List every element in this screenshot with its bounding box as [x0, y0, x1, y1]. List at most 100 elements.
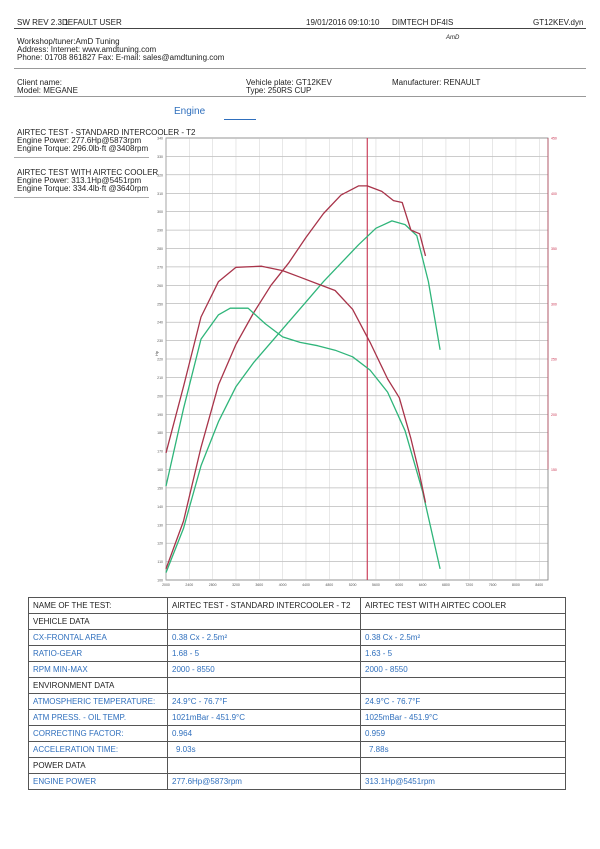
acc-test2: 7.88s	[360, 741, 566, 758]
press-label: ATM PRESS. - OIL TEMP.	[28, 709, 168, 726]
x-tick-label: 7600	[489, 583, 497, 587]
dyno-device: DIMTECH DF4IS	[392, 18, 454, 27]
workshop-rule	[14, 68, 586, 69]
vehicle-model: Model: MEGANE	[17, 86, 78, 95]
press-test1: 1021mBar - 451.9°C	[167, 709, 361, 726]
col-header-test1: AIRTEC TEST - STANDARD INTERCOOLER - T2	[167, 597, 361, 614]
ratio-test1: 1.68 - 5	[167, 645, 361, 662]
y-tick-label: 150	[157, 486, 163, 490]
test1-power: Engine Power: 277.6Hp@5873rpm	[17, 136, 142, 145]
y-tick-label: 210	[157, 376, 163, 380]
y-tick-label: 220	[157, 358, 163, 362]
header-rule	[14, 28, 586, 29]
table-row: CX-FRONTAL AREA 0.38 Cx - 2.5m² 0.38 Cx …	[28, 629, 566, 646]
workshop-address: Address: Internet: www.amdtuning.com	[17, 45, 157, 54]
atm-test1: 24.9°C - 76.7°F	[167, 693, 361, 710]
section-vehicle-row: VEHICLE DATA	[28, 613, 566, 630]
series-line-3	[165, 307, 441, 570]
test2-torque: Engine Torque: 334.4lb·ft @3640rpm	[17, 184, 149, 193]
workshop-contact: Phone: 01708 861827 Fax: E-mail: sales@a…	[17, 53, 225, 62]
press-test2: 1025mBar - 451.9°C	[360, 709, 566, 726]
test1-rule	[14, 157, 149, 158]
engine-power-test1: 277.6Hp@5873rpm	[167, 773, 361, 790]
table-row: ACCELERATION TIME: 9.03s 7.88s	[28, 741, 566, 758]
y2-tick-label: 400	[551, 192, 557, 196]
section-power-row: POWER DATA	[28, 757, 566, 774]
y-tick-label: 170	[157, 450, 163, 454]
x-tick-label: 2800	[209, 583, 217, 587]
tab-engine-underline	[224, 119, 256, 120]
cx-label: CX-FRONTAL AREA	[28, 629, 168, 646]
corr-label: CORRECTING FACTOR:	[28, 725, 168, 742]
acc-test1: 9.03s	[167, 741, 361, 758]
y-tick-label: 260	[157, 284, 163, 288]
y-tick-label: 340	[157, 137, 163, 141]
x-tick-label: 5600	[372, 583, 380, 587]
x-tick-label: 2000	[162, 583, 170, 587]
series-line-2	[165, 185, 427, 570]
tab-engine[interactable]: Engine	[174, 106, 206, 117]
section-vehicle: VEHICLE DATA	[28, 613, 168, 630]
software-version: SW REV 2.3.1	[17, 18, 69, 27]
y-tick-label: 200	[157, 394, 163, 398]
test-data-table: NAME OF THE TEST: AIRTEC TEST - STANDARD…	[28, 597, 566, 790]
vehicle-plate: Vehicle plate: GT12KEV	[246, 78, 332, 87]
dyno-chart: 100 110 120 130 140 150 160 170 180 190 200 210 220 2…	[154, 137, 557, 588]
series-line-4	[165, 265, 427, 503]
x-tick-label: 6400	[419, 583, 427, 587]
table-row: RPM MIN-MAX 2000 - 8550 2000 - 8550	[28, 661, 566, 678]
x-tick-label: 3200	[232, 583, 240, 587]
y-tick-label: 100	[157, 579, 163, 583]
y-tick-label: 290	[157, 229, 163, 233]
y-tick-label: 110	[157, 560, 163, 564]
rpm-label: RPM MIN-MAX	[28, 661, 168, 678]
user-name: DEFAULT USER	[62, 18, 122, 27]
x-tick-label: 4400	[302, 583, 310, 587]
atm-label: ATMOSPHERIC TEMPERATURE:	[28, 693, 168, 710]
corr-test1: 0.964	[167, 725, 361, 742]
engine-power-test2: 313.1Hp@5451rpm	[360, 773, 566, 790]
y-tick-label: 120	[157, 542, 163, 546]
rpm-test2: 2000 - 8550	[360, 661, 566, 678]
x-tick-label: 6800	[442, 583, 450, 587]
y-axis-label: Hp	[154, 350, 159, 356]
section-environment-row: ENVIRONMENT DATA	[28, 677, 566, 694]
y-tick-label: 180	[157, 431, 163, 435]
y2-tick-label: 450	[551, 137, 557, 141]
y-tick-label: 320	[157, 173, 163, 177]
engine-power-label: ENGINE POWER	[28, 773, 168, 790]
file-name: GT12KEV.dyn	[533, 18, 584, 27]
rpm-test1: 2000 - 8550	[167, 661, 361, 678]
section-environment: ENVIRONMENT DATA	[28, 677, 168, 694]
table-row: CORRECTING FACTOR: 0.964 0.959	[28, 725, 566, 742]
workshop-name: Workshop/tuner:AmD Tuning	[17, 37, 120, 46]
test1-title: AIRTEC TEST - STANDARD INTERCOOLER - T2	[17, 128, 196, 137]
y2-tick-label: 300	[551, 302, 557, 306]
y-tick-label: 330	[157, 155, 163, 159]
chart-ticks: 100 110 120 130 140 150 160 170 180 190 200 210 220 2…	[157, 137, 557, 588]
y-tick-label: 310	[157, 192, 163, 196]
y-tick-label: 250	[157, 302, 163, 306]
ratio-test2: 1.63 - 5	[360, 645, 566, 662]
x-tick-label: 7200	[465, 583, 473, 587]
report-datetime: 19/01/2016 09:10:10	[306, 18, 380, 27]
y-tick-label: 270	[157, 265, 163, 269]
cx-test1: 0.38 Cx - 2.5m²	[167, 629, 361, 646]
table-row: RATIO-GEAR 1.68 - 5 1.63 - 5	[28, 645, 566, 662]
x-tick-label: 8000	[512, 583, 520, 587]
client-name: Client name:	[17, 78, 62, 87]
table-row: ENGINE POWER 277.6Hp@5873rpm 313.1Hp@545…	[28, 773, 566, 790]
table-row: ATM PRESS. - OIL TEMP. 1021mBar - 451.9°…	[28, 709, 566, 726]
vehicle-manufacturer: Manufacturer: RENAULT	[392, 78, 481, 87]
x-tick-label: 2400	[185, 583, 193, 587]
y-tick-label: 130	[157, 523, 163, 527]
x-tick-label: 4800	[325, 583, 333, 587]
amd-logo: AmD	[446, 35, 460, 41]
y-tick-label: 230	[157, 339, 163, 343]
x-tick-label: 3600	[255, 583, 263, 587]
x-tick-label: 6000	[395, 583, 403, 587]
ratio-label: RATIO-GEAR	[28, 645, 168, 662]
y-tick-label: 280	[157, 247, 163, 251]
y2-tick-label: 350	[551, 247, 557, 251]
x-tick-label: 8400	[535, 583, 543, 587]
